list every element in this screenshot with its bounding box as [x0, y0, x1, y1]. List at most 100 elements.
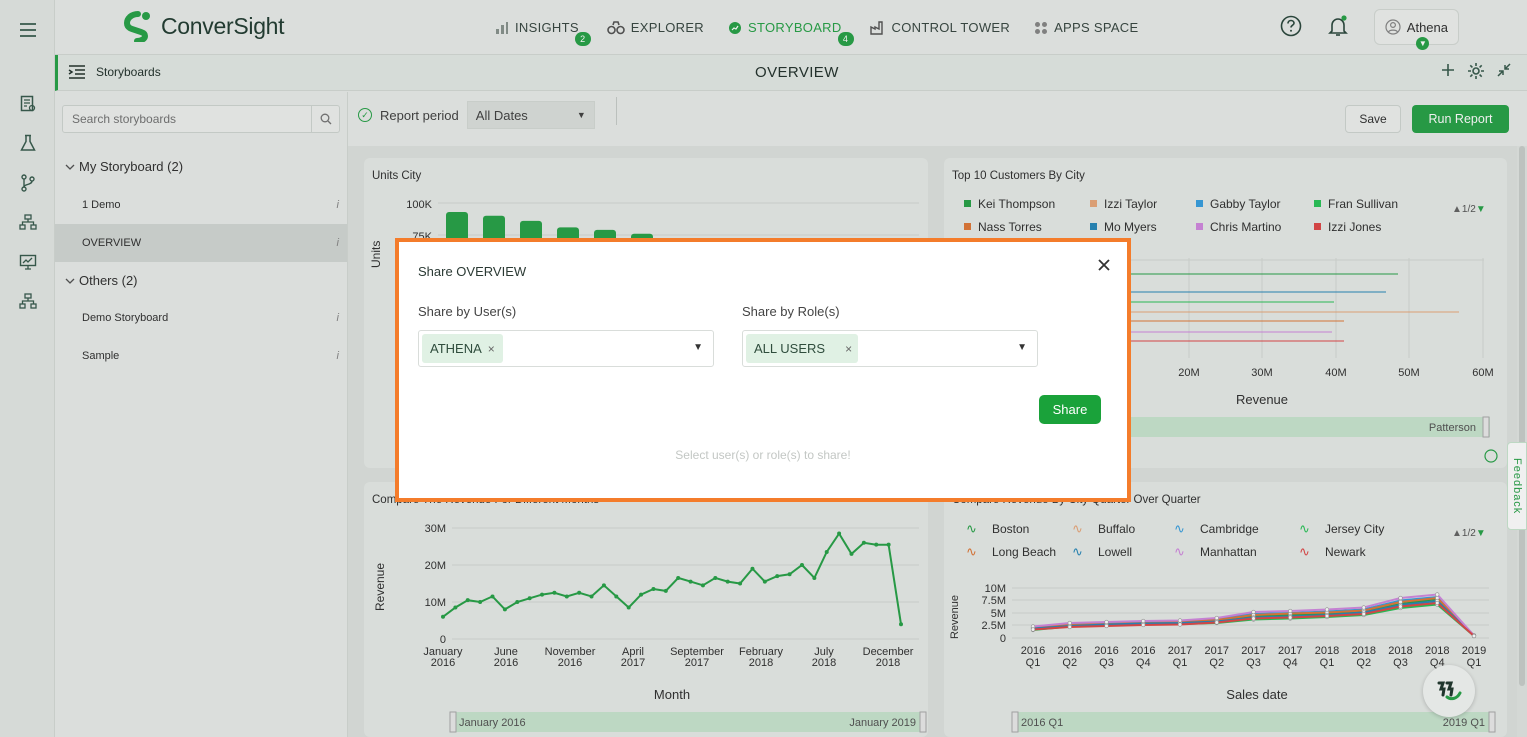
legend-item[interactable]: Chris Martino [1210, 220, 1282, 234]
data-point[interactable] [874, 542, 879, 547]
legend-item[interactable]: Izzi Taylor [1104, 197, 1157, 211]
nav-insights[interactable]: INSIGHTS 2 [495, 20, 591, 46]
data-point[interactable] [614, 594, 619, 599]
insights-report-icon[interactable] [17, 93, 39, 115]
data-point[interactable] [1030, 627, 1036, 632]
data-point[interactable] [527, 596, 532, 601]
slider-handle[interactable] [1482, 416, 1490, 438]
report-period-select[interactable]: All Dates ▼ [466, 101, 595, 129]
data-point[interactable] [886, 542, 891, 547]
slider-handle-right[interactable] [919, 711, 927, 733]
legend-item[interactable]: Boston [992, 522, 1029, 536]
canvas-scrollbar[interactable] [1517, 146, 1527, 737]
group-others[interactable]: Others (2) [65, 273, 138, 288]
data-point[interactable] [441, 614, 445, 619]
close-icon[interactable] [1095, 256, 1113, 274]
data-point[interactable] [899, 622, 903, 627]
brand-logo[interactable]: ConverSight [121, 10, 285, 42]
legend-item[interactable]: Long Beach [992, 545, 1056, 559]
save-button[interactable]: Save [1345, 105, 1401, 133]
nav-control-tower[interactable]: CONTROL TOWER [869, 20, 1011, 35]
legend-item[interactable]: Manhattan [1200, 545, 1257, 559]
data-point[interactable] [1214, 620, 1219, 625]
data-point[interactable] [1251, 616, 1256, 621]
data-point[interactable] [1361, 605, 1366, 610]
data-point[interactable] [626, 605, 631, 610]
hamburger-menu-icon[interactable] [17, 19, 39, 41]
legend-item[interactable]: Jersey City [1325, 522, 1384, 536]
remove-chip-icon[interactable]: × [845, 341, 853, 356]
legend-item[interactable]: Mo Myers [1104, 220, 1157, 234]
legend-pager[interactable]: ▲1/2▼ [1452, 528, 1486, 539]
data-point[interactable] [1324, 607, 1330, 612]
info-icon[interactable]: i [336, 350, 339, 362]
branch-icon[interactable] [17, 172, 39, 194]
data-point[interactable] [1214, 615, 1219, 621]
data-point[interactable] [1288, 608, 1293, 614]
data-point[interactable] [490, 594, 495, 599]
data-point[interactable] [1067, 624, 1072, 630]
info-icon[interactable]: i [336, 199, 339, 211]
legend-item[interactable]: Cambridge [1200, 522, 1259, 536]
data-point[interactable] [837, 531, 842, 536]
data-point[interactable] [1398, 604, 1403, 609]
data-point[interactable] [861, 540, 866, 545]
data-point[interactable] [738, 581, 743, 586]
group-my-storyboard[interactable]: My Storyboard (2) [65, 159, 183, 174]
data-point[interactable] [676, 575, 681, 580]
slider-handle-right[interactable] [1488, 711, 1496, 733]
data-point[interactable] [465, 598, 470, 603]
legend-item[interactable]: Izzi Jones [1328, 220, 1381, 234]
share-roles-select[interactable]: ALL USERS × ▼ [742, 330, 1038, 367]
legend-item[interactable]: Fran Sullivan [1328, 197, 1398, 211]
zoom-slider[interactable] [452, 712, 922, 732]
data-point[interactable] [1141, 618, 1146, 624]
storyboard-item-overview[interactable]: OVERVIEW i [55, 224, 347, 262]
legend-item[interactable]: Nass Torres [978, 220, 1042, 234]
user-menu[interactable]: Athena ▼ [1373, 9, 1459, 50]
slider-handle-left[interactable] [1011, 711, 1019, 733]
notification-bell-icon[interactable] [1327, 14, 1348, 40]
storyboard-item-sample[interactable]: Sample i [55, 337, 347, 375]
data-point[interactable] [849, 551, 854, 556]
nav-storyboard[interactable]: STORYBOARD 4 [728, 20, 854, 46]
data-point[interactable] [1471, 633, 1477, 639]
data-point[interactable] [1251, 609, 1256, 615]
scrollbar-thumb[interactable] [1519, 146, 1525, 686]
nav-apps-space[interactable]: APPS SPACE [1034, 20, 1138, 35]
data-point[interactable] [700, 583, 705, 588]
run-report-button[interactable]: Run Report [1412, 105, 1509, 133]
data-point[interactable] [762, 579, 767, 584]
data-point[interactable] [1435, 592, 1440, 597]
data-point[interactable] [601, 583, 606, 588]
data-point[interactable] [824, 550, 829, 555]
hierarchy-icon[interactable] [17, 211, 39, 233]
info-circle-icon[interactable] [1484, 449, 1498, 463]
data-point[interactable] [540, 592, 545, 597]
gear-icon[interactable] [1467, 62, 1485, 85]
data-point[interactable] [1141, 622, 1146, 628]
nav-explorer[interactable]: EXPLORER [606, 20, 704, 35]
info-icon[interactable]: i [336, 237, 339, 249]
data-point[interactable] [589, 594, 594, 599]
data-point[interactable] [552, 590, 557, 595]
data-point[interactable] [812, 575, 817, 580]
legend-item[interactable]: Kei Thompson [978, 197, 1055, 211]
data-point[interactable] [577, 590, 582, 595]
info-icon[interactable]: i [336, 312, 339, 324]
storyboards-toggle[interactable]: Storyboards [68, 65, 161, 79]
data-point[interactable] [725, 579, 730, 584]
data-point[interactable] [453, 605, 458, 610]
legend-pager[interactable]: ▲1/2▼ [1452, 204, 1486, 215]
chat-assistant-button[interactable] [1423, 665, 1475, 717]
data-point[interactable] [713, 575, 718, 580]
data-point[interactable] [1398, 595, 1403, 601]
data-point[interactable] [1104, 623, 1109, 629]
data-point[interactable] [1104, 619, 1109, 625]
feedback-tab[interactable]: Feedback [1507, 442, 1527, 530]
data-point[interactable] [787, 572, 792, 577]
data-point[interactable] [651, 587, 656, 592]
data-point[interactable] [1288, 615, 1293, 620]
data-point[interactable] [799, 563, 804, 567]
data-point[interactable] [1177, 622, 1183, 627]
